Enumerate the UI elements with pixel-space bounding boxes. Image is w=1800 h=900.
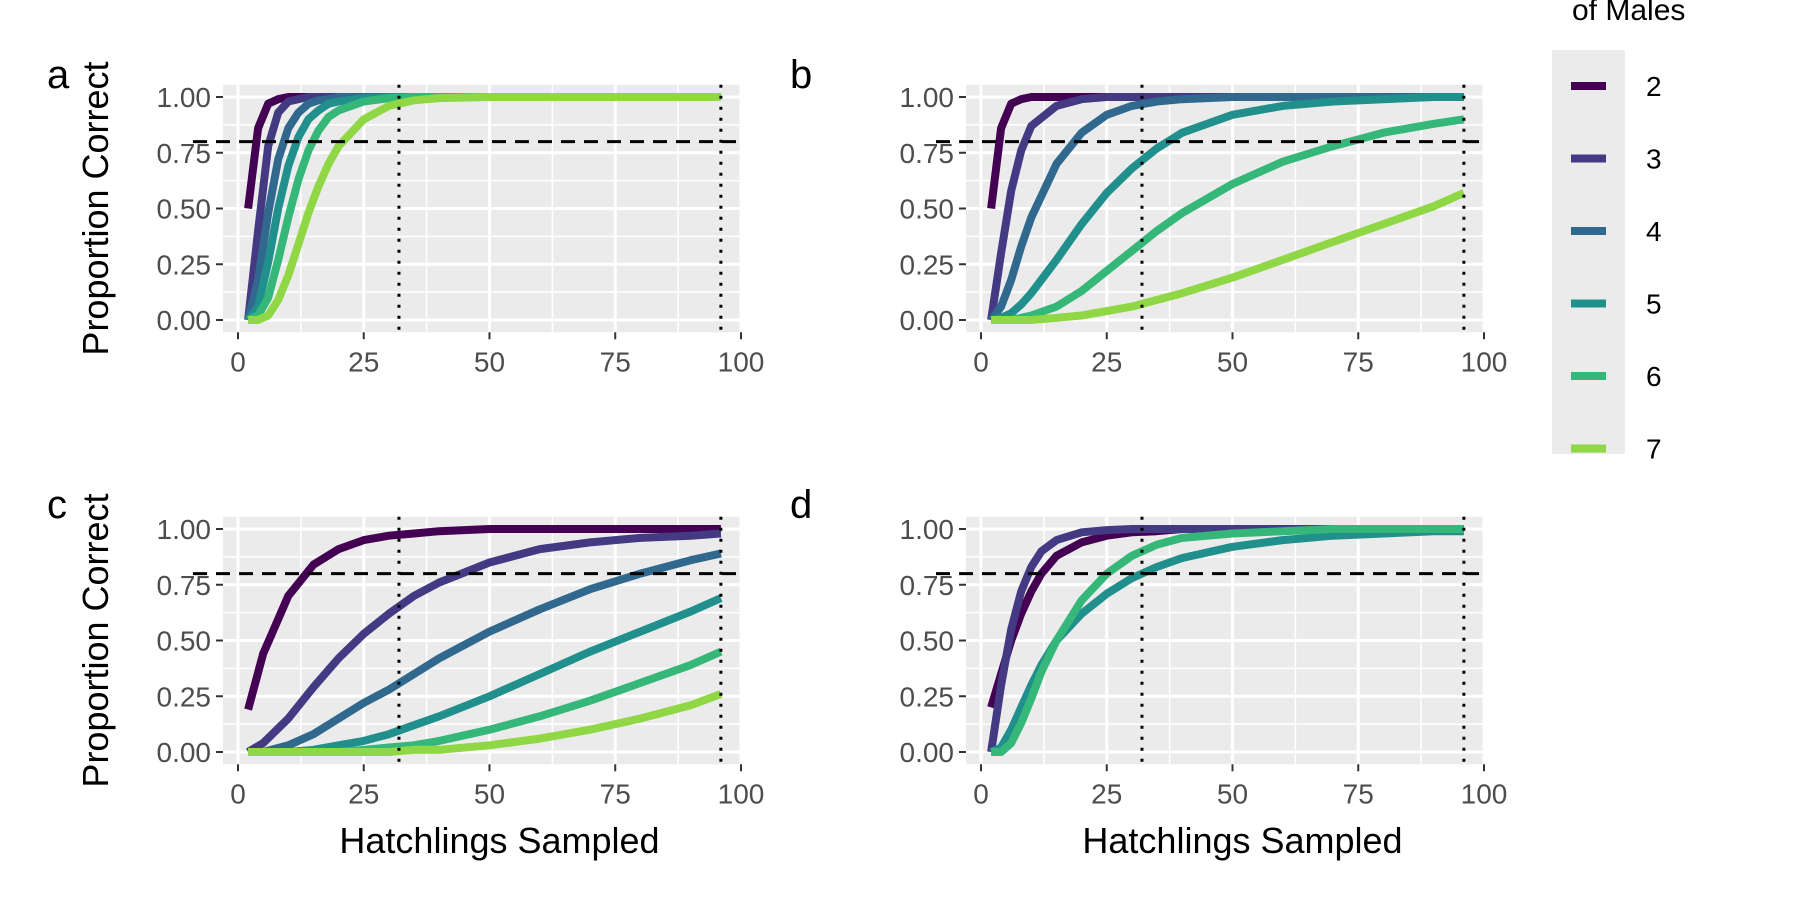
legend-label-5: 5 [1646, 289, 1662, 320]
x-axis-title: Hatchlings Sampled [1082, 820, 1402, 861]
y-axis-title: Proportion Correct [75, 61, 116, 355]
series-line-2 [244, 525, 721, 711]
x-tick-label: 25 [1091, 346, 1122, 377]
panel-label: b [790, 53, 812, 97]
series-line-5 [989, 527, 1464, 756]
x-tick-label: 100 [1461, 778, 1508, 809]
y-tick-label: 0.00 [900, 305, 955, 336]
y-tick-label: 1.00 [900, 82, 955, 113]
x-tick-label: 25 [1091, 778, 1122, 809]
series-line-7 [248, 93, 721, 324]
x-tick-label: 25 [348, 346, 379, 377]
y-tick-label: 0.25 [157, 681, 212, 712]
y-axis-title: Proportion Correct [75, 493, 116, 787]
y-tick-label: 0.75 [900, 138, 955, 169]
y-tick-label: 0.50 [900, 194, 955, 225]
series-line-5 [990, 93, 1464, 324]
legend: of Males 2 3 4 5 6 7 [1552, 0, 1685, 465]
legend-label-3: 3 [1646, 144, 1662, 175]
panel-label: d [790, 483, 812, 527]
x-tick-label: 75 [600, 346, 631, 377]
x-tick-label: 100 [1461, 346, 1508, 377]
x-tick-label: 75 [1343, 346, 1374, 377]
legend-items: 2 3 4 5 6 7 [1571, 71, 1662, 465]
y-tick-label: 0.00 [157, 305, 212, 336]
legend-label-4: 4 [1646, 216, 1662, 247]
x-tick-label: 0 [230, 346, 246, 377]
x-tick-label: 0 [973, 778, 989, 809]
panel-c: 0.00 0.25 0.50 0.75 1.00 0 25 50 75 100 c Proportio… [47, 483, 764, 861]
y-tick-label: 0.25 [157, 249, 212, 280]
panel-a: 0.00 0.25 0.50 0.75 1.00 0 25 50 75 100 a Proportio… [47, 53, 764, 377]
y-tick-label: 0.75 [157, 570, 212, 601]
x-tick-label: 50 [474, 346, 505, 377]
x-tick-label: 0 [230, 778, 246, 809]
y-tick-label: 0.75 [157, 138, 212, 169]
legend-label-7: 7 [1646, 434, 1662, 465]
y-tick-label: 1.00 [900, 514, 955, 545]
x-tick-label: 25 [348, 778, 379, 809]
panel-label: c [47, 483, 67, 527]
legend-background [1552, 50, 1625, 454]
series-line-7 [248, 690, 723, 756]
series-line-6 [991, 525, 1464, 756]
series-line-4 [248, 549, 722, 756]
y-tick-label: 0.50 [157, 194, 212, 225]
y-tick-label: 0.25 [900, 249, 955, 280]
x-tick-label: 100 [718, 778, 765, 809]
x-tick-label: 50 [474, 778, 505, 809]
y-tick-label: 0.75 [900, 570, 955, 601]
y-tick-label: 1.00 [157, 514, 212, 545]
series-line-3 [246, 529, 722, 756]
y-tick-label: 1.00 [157, 82, 212, 113]
series-line-7 [991, 189, 1466, 324]
x-tick-label: 75 [600, 778, 631, 809]
panel-d: 0.00 0.25 0.50 0.75 1.00 0 25 50 75 100 d Hatchling… [790, 483, 1507, 861]
x-tick-label: 0 [973, 346, 989, 377]
x-axis-title: Hatchlings Sampled [339, 820, 659, 861]
legend-title: of Males [1572, 0, 1685, 27]
x-tick-label: 50 [1217, 778, 1248, 809]
x-tick-label: 50 [1217, 346, 1248, 377]
y-tick-label: 0.25 [900, 681, 955, 712]
legend-label-2: 2 [1646, 71, 1662, 102]
x-tick-label: 100 [718, 346, 765, 377]
y-tick-label: 0.00 [900, 737, 955, 768]
y-tick-label: 0.50 [900, 626, 955, 657]
y-tick-label: 0.50 [157, 626, 212, 657]
legend-label-6: 6 [1646, 361, 1662, 392]
x-tick-label: 75 [1343, 778, 1374, 809]
panel-b: 0.00 0.25 0.50 0.75 1.00 0 25 50 75 100 b [790, 53, 1507, 377]
panel-label: a [47, 53, 70, 97]
y-tick-label: 0.00 [157, 737, 212, 768]
